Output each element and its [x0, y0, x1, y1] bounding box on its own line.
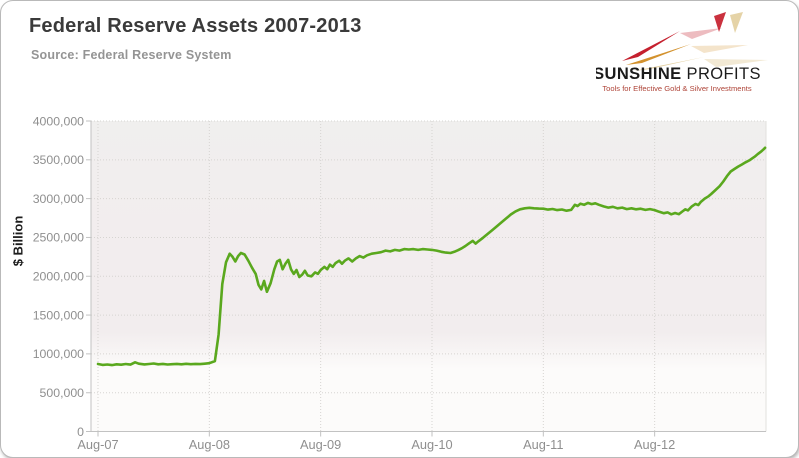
x-tick-label: Aug-12 [634, 437, 675, 452]
y-tick-label: 2500,000 [33, 231, 84, 245]
chart-source-label: Source: Federal Reserve System [31, 48, 232, 62]
arrow-trail-gold [691, 45, 748, 53]
arrow-ray-gold [626, 44, 691, 65]
page-title: Federal Reserve Assets 2007-2013 [29, 15, 362, 37]
y-tick-label: 4000,000 [33, 114, 84, 128]
arrow-trail-tan [704, 59, 768, 67]
logo-brand-text: SUNSHINE PROFITS [596, 65, 761, 83]
assets-line-series [96, 146, 767, 367]
y-tick-label: 1000,000 [33, 347, 84, 361]
logo-brand-bold: SUNSHINE [596, 65, 682, 83]
arrow-ray-tan [634, 57, 704, 71]
x-tick-label: Aug-10 [411, 437, 452, 452]
y-tick-label: 3500,000 [33, 153, 84, 167]
y-tick-label: 2000,000 [33, 270, 84, 284]
arrow-ray-red [622, 31, 680, 61]
x-tick-label: Aug-08 [189, 437, 230, 452]
y-tick-label: 3000,000 [33, 192, 84, 206]
logo-tagline: Tools for Effective Gold & Silver Invest… [602, 84, 751, 93]
sunshine-profits-logo: SUNSHINE PROFITS Tools for Effective Gol… [596, 12, 768, 93]
flag-tan [730, 12, 743, 33]
y-tick-label: 500,000 [40, 386, 85, 400]
arrow-trail-red [680, 28, 722, 39]
y-tick-label: 1500,000 [33, 308, 84, 322]
y-tick-label: 0 [77, 425, 84, 439]
x-tick-label: Aug-07 [77, 437, 118, 452]
logo-arrows-icon [622, 12, 768, 71]
x-tick-label: Aug-09 [300, 437, 341, 452]
flag-red [714, 12, 726, 32]
logo-brand-light: PROFITS [682, 65, 761, 83]
x-tick-label: Aug-11 [523, 437, 563, 452]
plot-area [91, 121, 766, 432]
